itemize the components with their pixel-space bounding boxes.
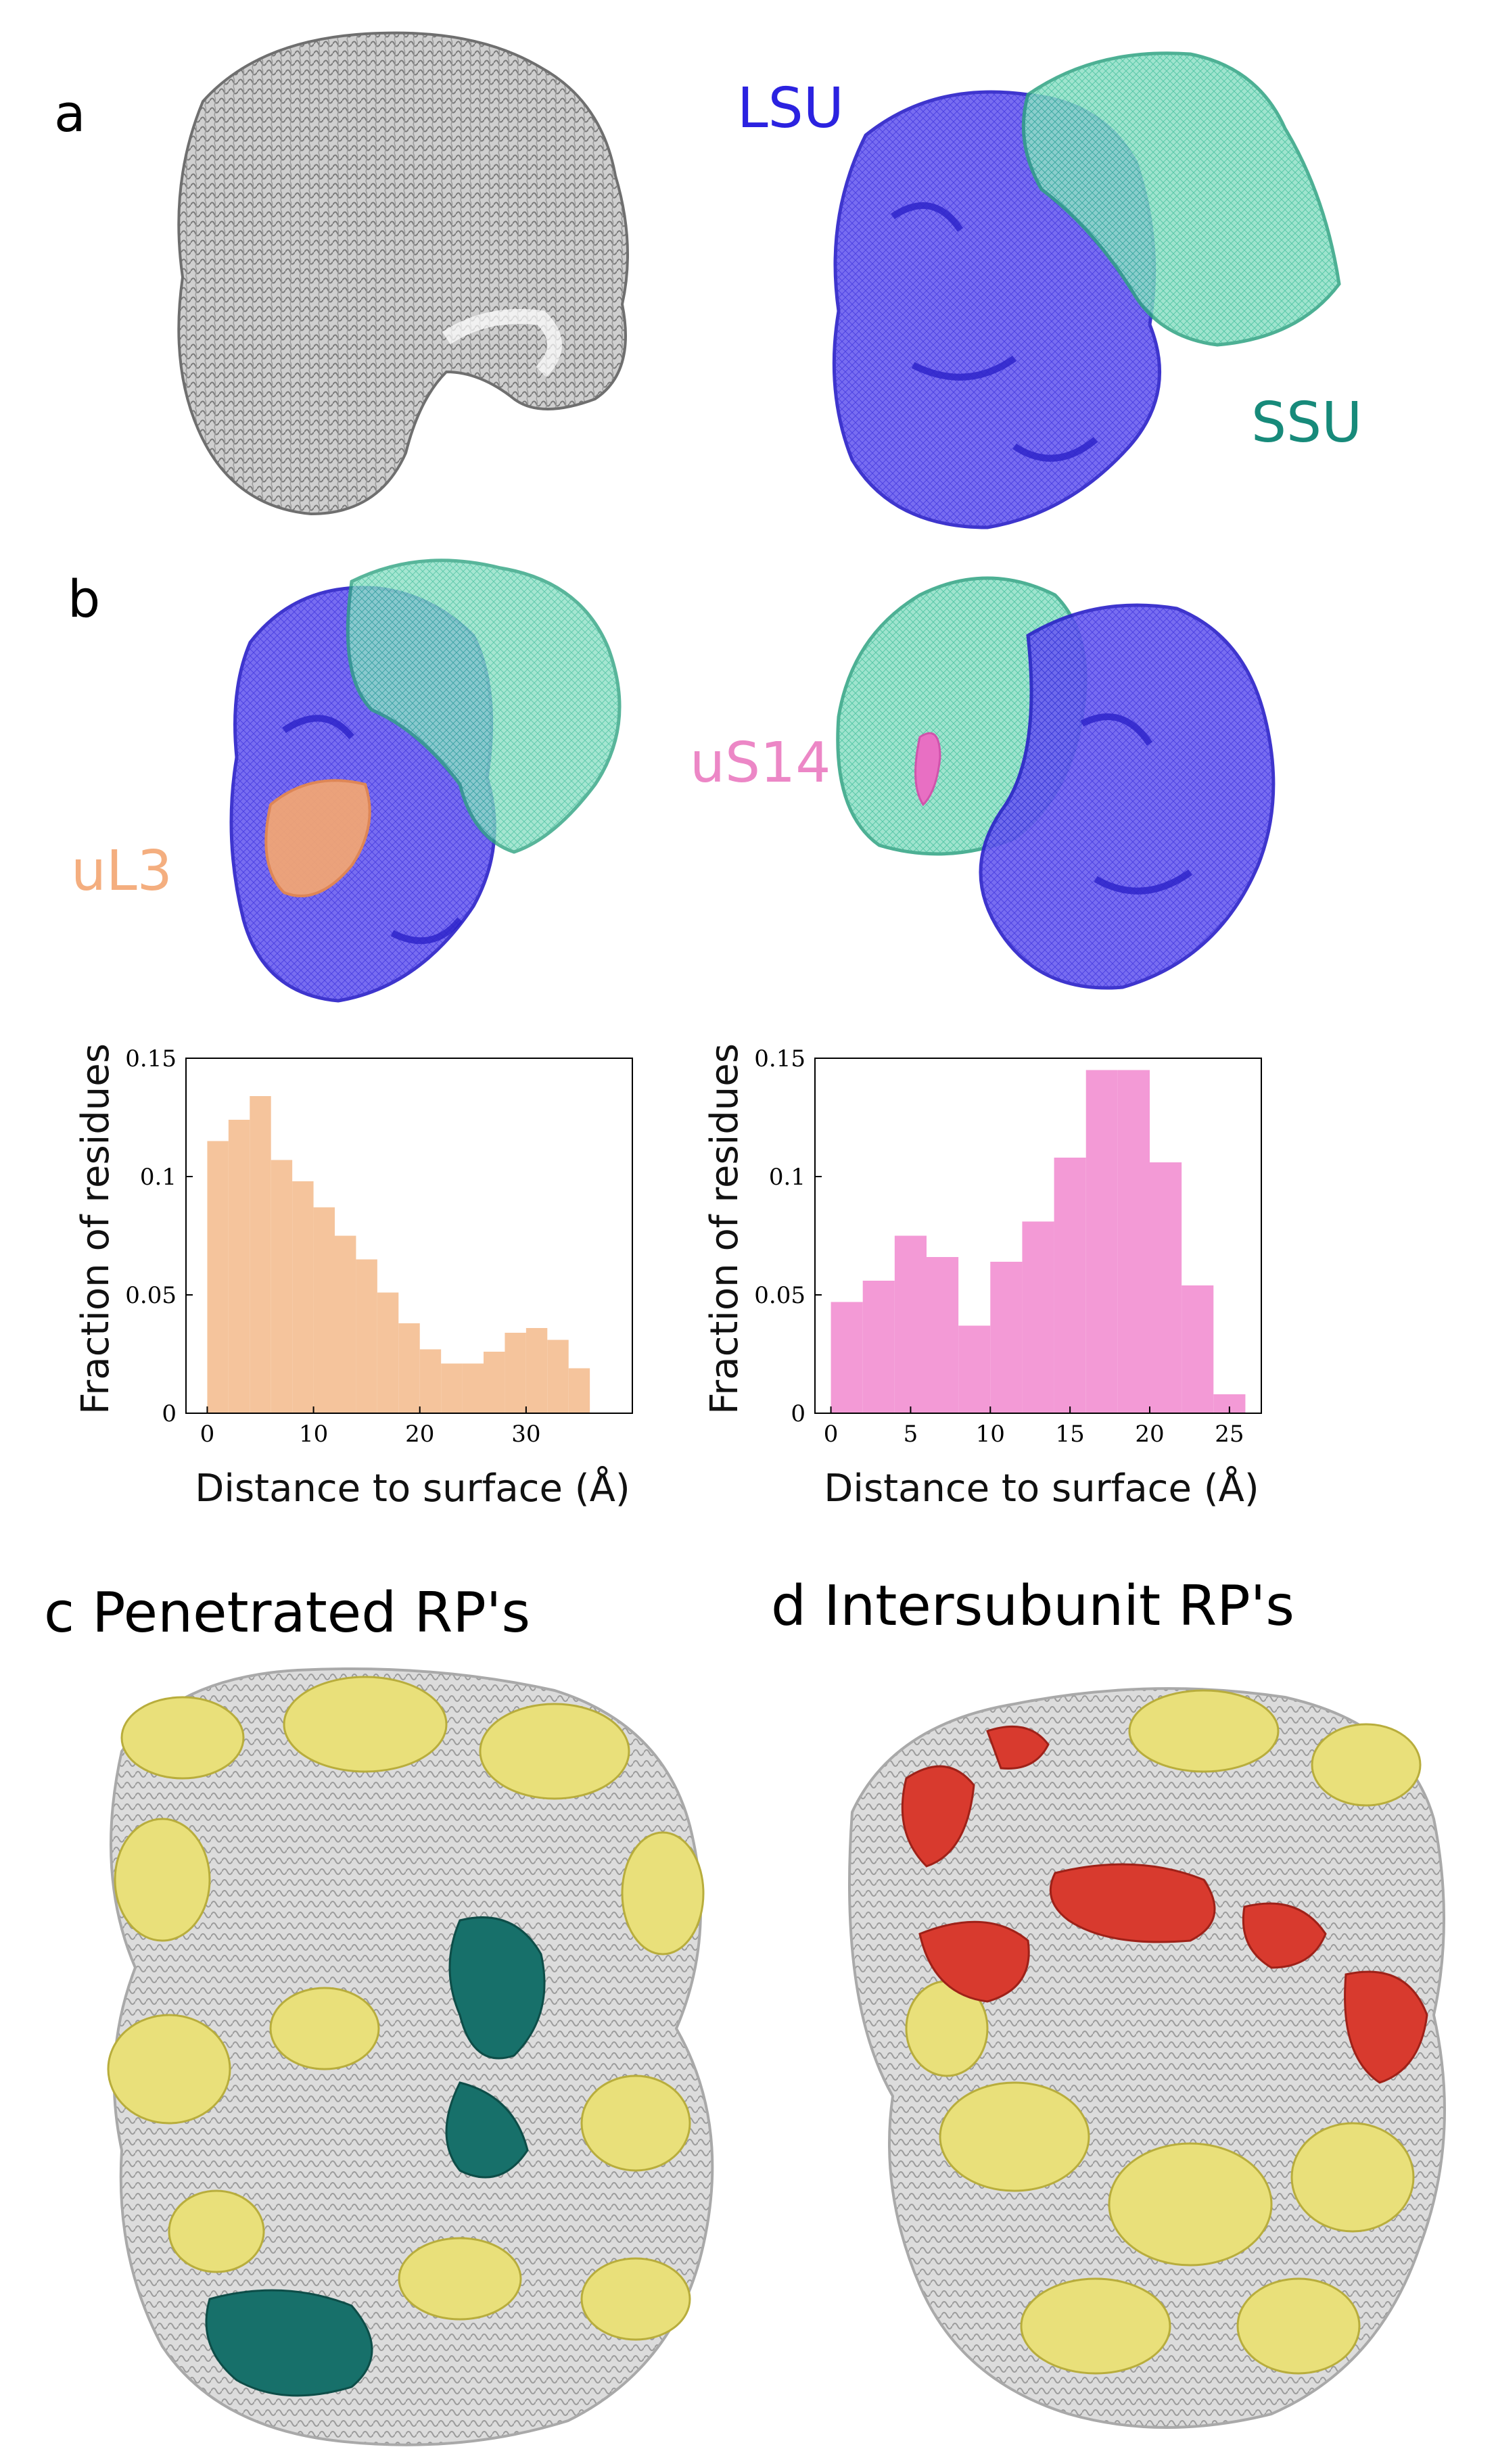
hist2-bar-10 [1150, 1162, 1182, 1413]
hist1-bar-5 [313, 1207, 335, 1413]
panel-letter-a: a [54, 83, 86, 143]
hist2-xtick-label-1: 5 [904, 1421, 918, 1448]
hist1-bar-2 [250, 1096, 271, 1413]
hist2-bar-2 [894, 1235, 927, 1413]
hist1-bar-10 [419, 1349, 442, 1413]
label-ul3: uL3 [71, 839, 172, 903]
subunit-mesh-ul3 [229, 559, 622, 1003]
hist1-bar-17 [568, 1368, 590, 1413]
hist2-ylabel: Fraction of residues [703, 1043, 747, 1415]
hist1-xtick-label-2: 20 [405, 1421, 434, 1448]
hist1-bar-6 [335, 1235, 356, 1413]
hist1-ytick-label-1: 0.05 [125, 1282, 177, 1309]
hist2-xtick-label-0: 0 [824, 1421, 839, 1448]
panel-title-c: c Penetrated RP's [44, 1581, 531, 1645]
hist2-bar-6 [1022, 1221, 1054, 1413]
histogram-ul3: 0 10 20 30 0 0.05 0.1 0.15 Distance to surface (… [74, 1043, 633, 1511]
label-ssu: SSU [1251, 391, 1363, 455]
hist2-bar-5 [990, 1262, 1023, 1413]
ribosome-structure-grey [177, 31, 629, 516]
subunit-mesh-view-a [832, 51, 1341, 529]
hist1-bar-9 [398, 1323, 420, 1413]
hist2-bar-7 [1054, 1158, 1086, 1413]
hist1-bar-4 [292, 1181, 314, 1413]
hist2-bar-3 [927, 1257, 959, 1413]
hist1-bar-3 [271, 1160, 293, 1413]
hist1-bar-7 [356, 1259, 377, 1413]
hist1-axes-frame [185, 1058, 633, 1414]
hist1-bar-0 [207, 1141, 229, 1413]
hist1-bar-13 [484, 1352, 505, 1413]
hist1-ytick-label-0: 0 [162, 1400, 177, 1427]
hist1-bar-11 [441, 1363, 463, 1413]
subunit-mesh-us14 [836, 576, 1276, 990]
hist1-xtick-label-0: 0 [200, 1421, 215, 1448]
label-us14: uS14 [690, 731, 831, 795]
hist2-ytick-label-1: 0.05 [754, 1282, 805, 1309]
hist1-xtick-label-3: 30 [511, 1421, 540, 1448]
hist1-bar-15 [525, 1328, 548, 1413]
hist2-xtick-label-3: 15 [1056, 1421, 1085, 1448]
hist2-ytick-label-2: 0.1 [769, 1164, 805, 1191]
hist2-bar-8 [1085, 1070, 1118, 1413]
hist2-axes-frame [814, 1058, 1262, 1414]
hist2-bar-1 [862, 1281, 895, 1413]
panel-title-d: d Intersubunit RP's [771, 1574, 1294, 1638]
hist1-xlabel: Distance to surface (Å) [195, 1466, 630, 1511]
hist1-bar-16 [547, 1340, 569, 1413]
hist1-ylabel: Fraction of residues [74, 1043, 118, 1415]
hist2-ytick-label-3: 0.15 [754, 1045, 805, 1072]
panel-letter-b: b [68, 569, 101, 629]
hist1-xtick-label-1: 10 [299, 1421, 328, 1448]
hist1-bar-1 [228, 1120, 250, 1413]
hist1-ytick-label-2: 0.1 [140, 1164, 177, 1191]
hist2-xlabel: Distance to surface (Å) [824, 1466, 1259, 1511]
hist2-xtick-label-2: 10 [976, 1421, 1005, 1448]
ribosome-intersubunit-rps [848, 1687, 1446, 2429]
hist2-ytick-label-0: 0 [791, 1400, 805, 1427]
histogram-us14: 0 5 10 15 20 25 0 0.05 0.1 0.15 Distance to surfac… [703, 1043, 1262, 1511]
label-lsu: LSU [737, 76, 844, 141]
hist1-ytick-label-3: 0.15 [125, 1045, 177, 1072]
hist1-bar-14 [505, 1333, 526, 1413]
hist2-xtick-label-4: 20 [1135, 1421, 1164, 1448]
hist2-bar-0 [831, 1302, 863, 1413]
ribosome-penetrated-rps [107, 1667, 714, 2446]
hist2-bar-9 [1117, 1070, 1150, 1413]
hist2-bar-4 [958, 1325, 991, 1413]
hist1-bar-8 [377, 1292, 399, 1413]
hist2-xtick-label-5: 25 [1215, 1421, 1244, 1448]
hist2-bar-11 [1182, 1285, 1214, 1413]
hist1-bar-12 [462, 1363, 484, 1413]
